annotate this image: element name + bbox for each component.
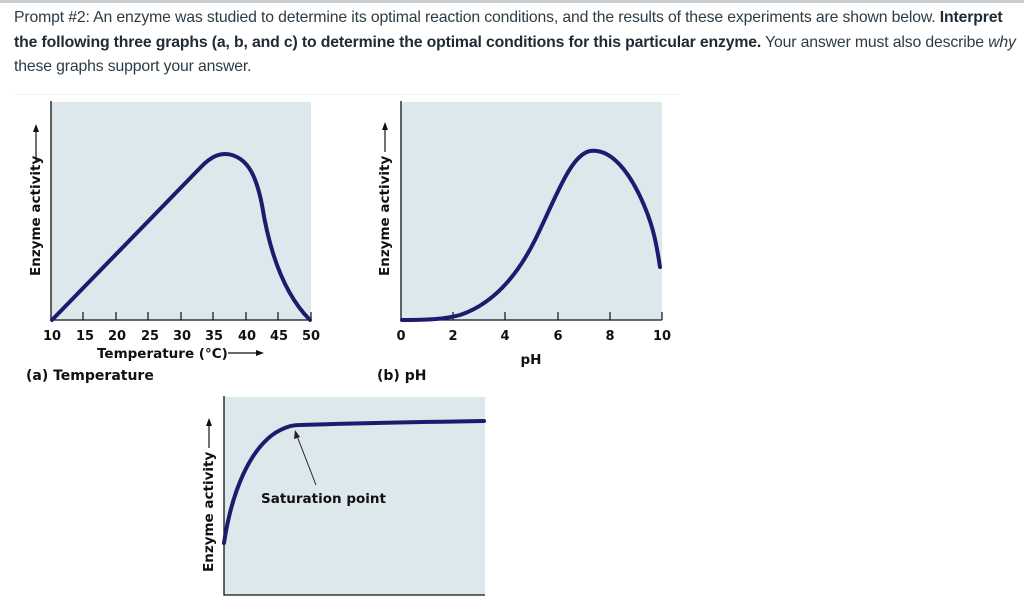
x-tick-labels: 10 15 20 25 30 35 40 45 50 [43,329,320,344]
x-axis-arrow-icon [228,350,264,356]
svg-text:35: 35 [205,329,223,344]
svg-text:25: 25 [141,329,159,344]
temperature-curve [50,151,312,322]
prompt-tail: Your answer must also describe [761,33,989,51]
svg-text:2: 2 [448,329,457,344]
plot-area [401,102,662,320]
y-axis-arrow-icon [382,122,388,152]
saturation-point-label: Saturation point [261,491,387,507]
svg-text:0: 0 [396,329,405,344]
chart-temperature: 10 15 20 25 30 35 40 45 50 Temperature (… [26,101,320,384]
svg-text:45: 45 [270,329,288,344]
svg-text:10: 10 [653,329,671,344]
x-axis-label: pH [521,352,542,368]
top-border [0,0,1024,3]
saturation-curve [222,419,486,545]
prompt-text: Prompt #2: An enzyme was studied to dete… [14,6,1019,80]
svg-text:15: 15 [76,329,94,344]
prompt-bold-instruction: Interpret the following three graphs (a,… [14,9,1003,51]
caption-b: (b) pH [377,368,426,384]
svg-text:8: 8 [605,329,614,344]
y-axis-label: Enzyme activity [377,156,393,276]
svg-text:20: 20 [108,329,126,344]
x-tick-labels: 0 2 4 6 8 10 [396,329,671,344]
ph-curve [400,148,662,322]
x-axis-label: Temperature (°C) [97,346,228,362]
y-axis-arrow-icon [206,418,212,448]
axes [223,396,485,596]
svg-text:30: 30 [173,329,191,344]
caption-a: (a) Temperature [26,368,154,384]
prompt-italic-why: why [988,33,1016,51]
chart-saturation: Saturation point Enzyme activity [201,396,486,596]
y-axis-label: Enzyme activity [201,452,217,572]
saturation-pointer-arrow-icon [294,430,317,486]
svg-text:50: 50 [302,329,320,344]
chart-ph: 0 2 4 6 8 10 pH (b) pH Enzyme activity [377,101,671,384]
y-axis-label: Enzyme activity [28,156,44,276]
svg-text:6: 6 [553,329,562,344]
prompt-tail-end: these graphs support your answer. [14,58,252,75]
svg-text:40: 40 [238,329,256,344]
plot-area [224,397,485,595]
prompt-lead: Prompt #2: An enzyme was studied to dete… [14,9,940,26]
y-axis-arrow-icon [33,124,39,162]
plot-area [51,102,311,320]
svg-text:4: 4 [500,329,509,344]
svg-text:10: 10 [43,329,61,344]
divider [14,94,679,95]
